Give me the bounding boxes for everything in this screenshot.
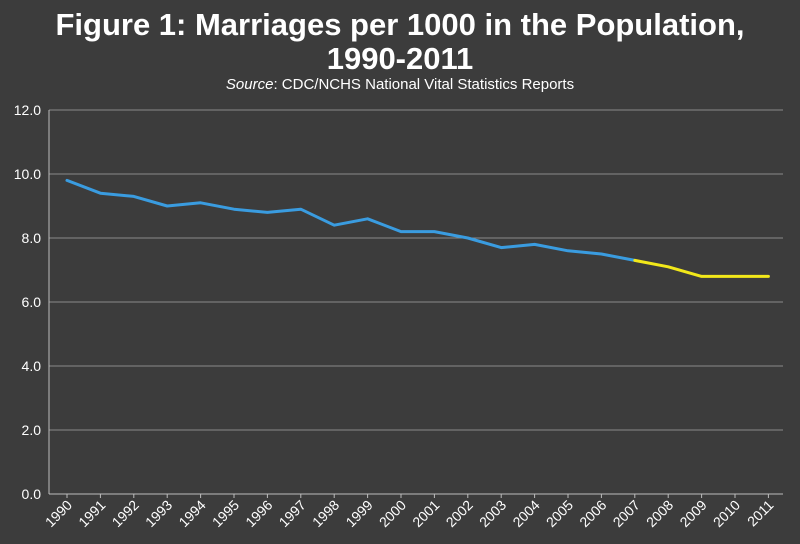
y-tick-label-2: 4.0 [22,358,42,374]
x-tick-label-3: 1993 [142,497,175,530]
source-label: Source [225,76,274,93]
x-tick-label-5: 1995 [209,497,242,530]
grid-lines [49,109,783,431]
y-tick-label-4: 8.0 [22,230,42,246]
x-tick-label-7: 1997 [276,497,309,530]
x-tick-label-16: 2006 [576,497,609,530]
x-tick-label-6: 1996 [242,497,275,530]
y-tick-label-6: 12.0 [14,102,41,118]
y-tick-label-0: 0.0 [22,486,42,502]
x-tick-label-15: 2005 [543,497,576,530]
x-tick-label-0: 1990 [42,497,75,530]
x-tick-label-14: 2004 [509,497,542,530]
chart-subtitle: Source: CDC/NCHS National Vital Statisti… [0,76,800,93]
series-lines [65,178,770,278]
x-tick-label-9: 1999 [342,497,375,530]
x-tick-label-2: 1992 [109,497,142,530]
source-text: : CDC/NCHS National Vital Statistics Rep… [273,76,575,93]
chart-title-line2: 1990-2011 [326,41,474,76]
y-tick-label-5: 10.0 [14,166,41,182]
x-tick-label-18: 2008 [643,497,676,530]
x-tick-label-8: 1998 [309,497,342,530]
x-tick-labels: 1990 1991 1992 1993 1994 1995 1996 1997 1998 1999… [42,497,777,530]
y-tick-labels: 0.0 2.0 4.0 6.0 8.0 10.0 12.0 [14,102,41,502]
x-tick-label-4: 1994 [175,497,208,530]
y-tick-label-3: 6.0 [22,294,42,310]
x-tick-label-19: 2009 [676,497,709,530]
x-tick-label-10: 2000 [376,497,409,530]
x-tick-label-1: 1991 [75,497,108,530]
series-line-0 [65,178,637,262]
x-tick-label-20: 2010 [710,497,743,530]
series-line-1 [633,258,770,278]
x-tick-label-17: 2007 [610,497,643,530]
x-tick-label-13: 2003 [476,497,509,530]
x-tick-label-21: 2011 [744,497,777,530]
y-tick-label-1: 2.0 [22,422,42,438]
axes [48,110,783,498]
x-tick-label-11: 2001 [409,497,442,530]
x-tick-label-12: 2002 [443,497,476,530]
chart-title-line1: Figure 1: Marriages per 1000 in the Popu… [55,7,745,42]
chart-title: Figure 1: Marriages per 1000 in the Popu… [0,8,800,76]
